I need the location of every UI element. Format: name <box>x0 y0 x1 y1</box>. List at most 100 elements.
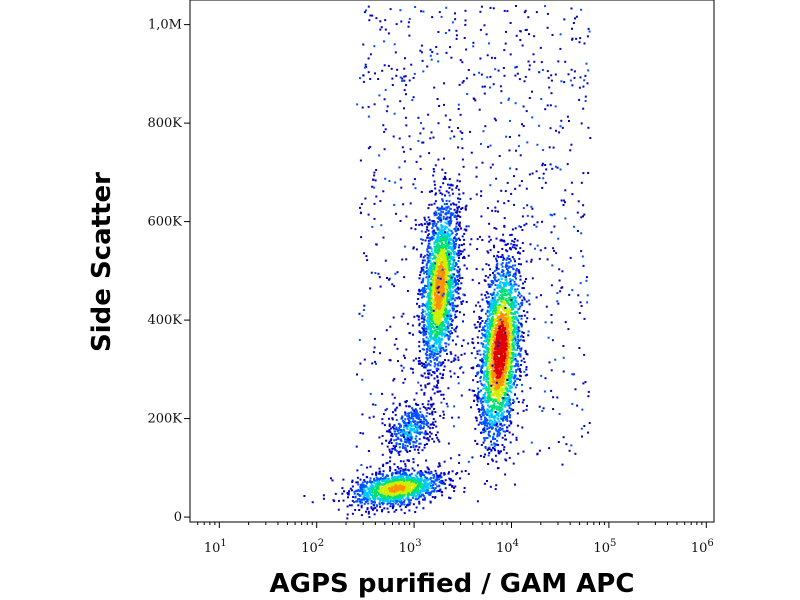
scatter-point <box>455 327 457 330</box>
scatter-point <box>435 321 438 324</box>
scatter-point <box>437 294 440 297</box>
scatter-point <box>347 496 349 499</box>
scatter-point <box>423 479 426 482</box>
scatter-point <box>451 268 454 270</box>
scatter-point <box>426 486 429 489</box>
scatter-point <box>485 291 488 294</box>
scatter-point <box>436 227 439 230</box>
scatter-point <box>480 309 483 312</box>
scatter-point <box>420 415 423 418</box>
scatter-point <box>388 493 391 496</box>
scatter-point <box>509 297 512 299</box>
scatter-point <box>406 504 408 507</box>
scatter-point <box>484 294 487 297</box>
scatter-point <box>405 481 408 484</box>
scatter-point <box>403 487 406 490</box>
scatter-point <box>432 483 435 486</box>
scatter-point <box>454 313 457 316</box>
scatter-point <box>458 279 460 282</box>
scatter-point <box>497 304 500 307</box>
scatter-point <box>447 334 450 337</box>
scatter-point <box>439 364 442 367</box>
scatter-point <box>442 269 445 272</box>
scatter-point <box>398 423 401 426</box>
scatter-point <box>446 234 449 237</box>
scatter-point <box>507 274 510 277</box>
scatter-point <box>426 317 429 320</box>
scatter-point <box>453 490 456 492</box>
scatter-point <box>429 329 432 332</box>
scatter-point <box>478 315 481 318</box>
scatter-point <box>419 483 422 486</box>
scatter-point <box>389 456 392 459</box>
scatter-point <box>427 337 430 340</box>
scatter-point <box>422 256 425 259</box>
scatter-point <box>442 298 445 301</box>
scatter-point <box>460 208 463 210</box>
scatter-point <box>427 297 430 300</box>
scatter-point <box>448 251 451 254</box>
scatter-point <box>389 505 392 508</box>
scatter-point <box>438 245 441 247</box>
scatter-point <box>426 223 429 225</box>
scatter-point <box>424 386 427 389</box>
scatter-point <box>377 483 380 486</box>
scatter-point <box>504 304 507 307</box>
scatter-point <box>444 326 447 329</box>
scatter-point <box>430 350 433 353</box>
scatter-point <box>450 269 452 272</box>
scatter-point <box>417 484 420 487</box>
scatter-point <box>450 274 453 277</box>
scatter-point <box>440 376 443 379</box>
scatter-point <box>445 278 448 281</box>
scatter-point <box>420 470 423 472</box>
scatter-point <box>459 477 462 480</box>
scatter-point <box>454 485 457 488</box>
scatter-point <box>373 504 376 507</box>
scatter-point <box>497 449 500 452</box>
scatter-point <box>513 383 516 386</box>
scatter-point <box>509 234 512 237</box>
scatter-point <box>455 211 458 214</box>
scatter-point <box>433 365 436 368</box>
scatter-point <box>440 239 442 242</box>
scatter-point <box>432 313 435 316</box>
scatter-point <box>386 503 389 506</box>
scatter-point <box>454 262 457 264</box>
scatter-point <box>434 277 437 280</box>
scatter-point <box>427 331 430 334</box>
scatter-point <box>446 300 449 303</box>
scatter-point <box>408 433 411 435</box>
scatter-point <box>451 283 454 286</box>
scatter-point <box>436 334 439 337</box>
scatter-point <box>430 250 433 253</box>
scatter-point <box>463 255 465 258</box>
scatter-point <box>427 287 430 290</box>
scatter-point <box>439 347 442 350</box>
scatter-point <box>514 340 517 343</box>
scatter-point <box>460 282 463 285</box>
scatter-point <box>416 498 418 501</box>
scatter-point <box>488 391 491 394</box>
scatter-point <box>391 447 394 450</box>
scatter-point <box>455 343 457 346</box>
scatter-point <box>463 238 466 241</box>
scatter-point <box>426 411 429 414</box>
scatter-point <box>402 419 405 422</box>
scatter-point <box>447 220 450 223</box>
scatter-point <box>442 300 445 303</box>
scatter-point <box>404 465 407 468</box>
scatter-point <box>408 477 411 480</box>
scatter-point <box>427 282 429 285</box>
scatter-point <box>434 296 437 299</box>
scatter-point <box>401 445 404 448</box>
scatter-point <box>410 436 413 439</box>
scatter-point <box>410 422 412 424</box>
scatter-point <box>439 271 442 274</box>
scatter-point <box>438 327 441 330</box>
scatter-point <box>434 316 437 319</box>
scatter-point <box>389 469 391 472</box>
scatter-point <box>426 280 429 283</box>
scatter-point <box>404 492 407 495</box>
scatter-point <box>429 482 432 485</box>
